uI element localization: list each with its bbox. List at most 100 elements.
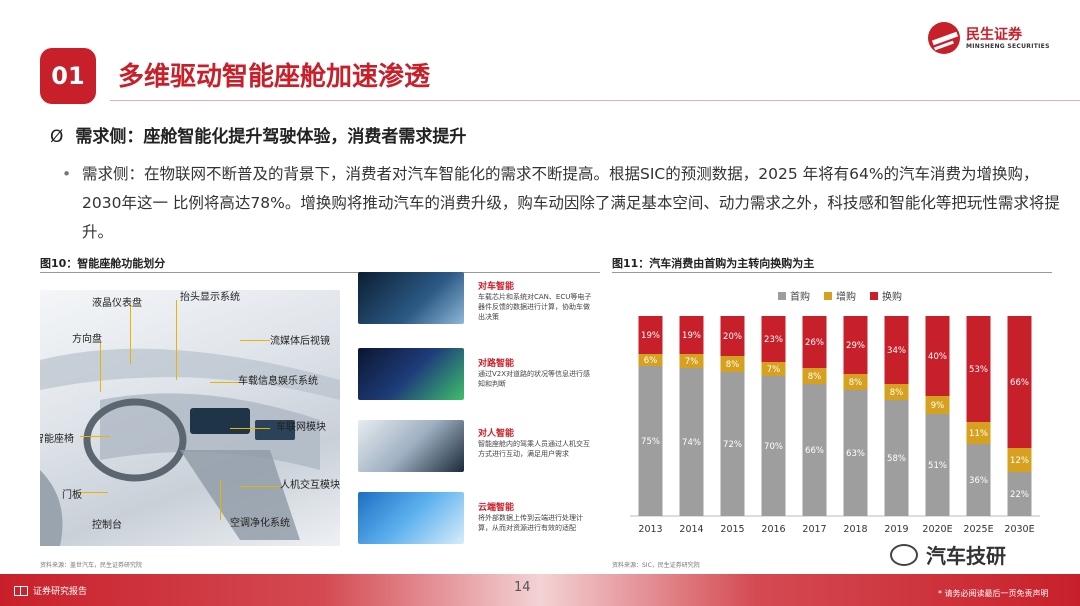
data-label: 19% [682,331,701,341]
x-tick-label: 2018 [843,524,867,535]
label-smart-seat: 智能座椅 [40,434,74,445]
legend-swatch [824,291,832,300]
x-tick-label: 2016 [761,524,785,535]
legend-item: 增购 [824,288,856,303]
data-label: 29% [846,341,865,351]
data-label: 66% [1010,378,1029,388]
label-instrument-cluster: 液晶仪表盘 [92,298,142,309]
vehicle-intelligence-image [358,272,464,324]
data-label: 51% [928,461,947,471]
bar-segment [802,368,827,384]
figure10-rule [40,272,600,273]
data-label: 7% [767,365,781,375]
label-console: 控制台 [92,520,122,531]
data-label: 19% [641,331,660,341]
bar-segment [761,316,786,362]
human-intelligence-image [358,420,464,472]
bar-segment [966,422,991,444]
data-label: 53% [969,365,988,375]
function-title: 对车智能 [478,282,515,292]
bar-segment [843,390,868,516]
legend-item: 首购 [778,288,810,303]
figure10-caption: 图10：智能座舱功能划分 [40,257,166,270]
connector-line [240,486,280,487]
wechat-icon [890,543,918,566]
data-label: 8% [808,372,822,382]
watermark-text: 汽车技研 [926,544,1006,568]
legend-label: 换购 [882,292,902,303]
data-label: 72% [723,440,742,450]
function-description: 智能座舱内的驾乘人员通过人机交互方式进行互动，满足用户需求 [478,440,590,458]
watermark: 汽车技研 [890,540,1006,569]
label-hud: 抬头显示系统 [180,292,240,303]
bar-segment [761,376,786,516]
legend-label: 增购 [836,292,856,303]
data-label: 58% [887,454,906,464]
page-title: 多维驱动智能座舱加速渗透 [118,62,431,92]
legend-swatch [870,291,878,300]
company-logo: 民生证券 MINSHENG SECURITIES [928,22,1050,54]
bar-segment [761,362,786,376]
footer-report-label: 证券研究报告 [14,584,87,597]
connector-line [100,342,101,392]
bar-segment [720,372,745,516]
data-label: 70% [764,442,783,452]
function-title: 云端智能 [478,503,515,513]
bar-segment [638,354,663,366]
data-label: 22% [1010,490,1029,500]
book-icon [14,585,28,596]
connector-line [80,436,110,437]
data-label: 11% [969,429,988,439]
bar-segment [720,356,745,372]
cockpit-illustration: 液晶仪表盘 抬头显示系统 方向盘 流媒体后视镜 车载信息娱乐系统 车联网模块 智… [40,290,340,546]
bar-segment [884,400,909,516]
connector-line [176,300,177,380]
connector-line [100,522,101,523]
figure11-caption: 图11：汽车消费由首购为主转向换购为主 [612,257,815,270]
bar-segment [1007,448,1032,472]
bar-segment [925,414,950,516]
data-label: 20% [723,332,742,342]
stacked-bar-chart: 75% 6% 19% 2013 74% 7% 19% 2014 72% 8% 20% 2015 70% 7… [630,316,1040,535]
bar-segment [966,444,991,516]
bar-segment [884,316,909,384]
x-tick-label: 2017 [802,524,826,535]
connector-line [210,382,240,383]
x-tick-label: 2030E [1004,524,1034,535]
heading-text: 需求侧：座舱智能化提升驾驶体验，消费者需求提升 [75,127,467,147]
paragraph-text: 需求侧：在物联网不断普及的背景下，消费者对汽车智能化的需求不断提高。根据SIC的… [82,165,1060,241]
bar-segment [720,316,745,356]
cloud-intelligence-image [358,492,464,544]
data-label: 34% [887,346,906,356]
footer-report-text: 证券研究报告 [33,587,88,597]
title-divider [110,100,1080,101]
label-infotainment: 车载信息娱乐系统 [238,376,318,387]
connector-line [230,428,270,429]
function-description: 车载芯片和系统对CAN、ECU等电子器件反馈的数据进行计算，协助车做出决策 [478,293,592,321]
x-tick-label: 2013 [638,524,662,535]
bar-segment [884,384,909,400]
figure10-source: 资料来源：盖世汽车，民生证券研究院 [40,562,143,569]
connector-line [220,480,221,520]
figure11-rule [612,272,1052,273]
data-label: 7% [685,357,699,367]
figure11-source: 资料来源：SIC，民生证券研究院 [612,562,700,569]
section-heading: Ø 需求侧：座舱智能化提升驾驶体验，消费者需求提升 [50,122,466,147]
bar-segment [638,316,663,354]
heading-bullet-icon: Ø [50,127,64,147]
label-streaming-mirror: 流媒体后视镜 [270,336,330,347]
bar-segment [925,396,950,414]
bar-segment [843,374,868,390]
data-label: 26% [805,338,824,348]
logo-english-name: MINSHENG SECURITIES [966,42,1050,50]
label-telematics-module: 车联网模块 [276,422,326,433]
bar-segment [679,316,704,354]
label-steering-wheel: 方向盘 [72,334,102,345]
minsheng-logo-icon [928,22,960,54]
data-label: 74% [682,438,701,448]
bar-segment [802,316,827,368]
section-number-badge: 01 [40,48,96,104]
bar-segment [679,354,704,368]
bar-segment [925,316,950,396]
data-label: 9% [931,401,945,411]
